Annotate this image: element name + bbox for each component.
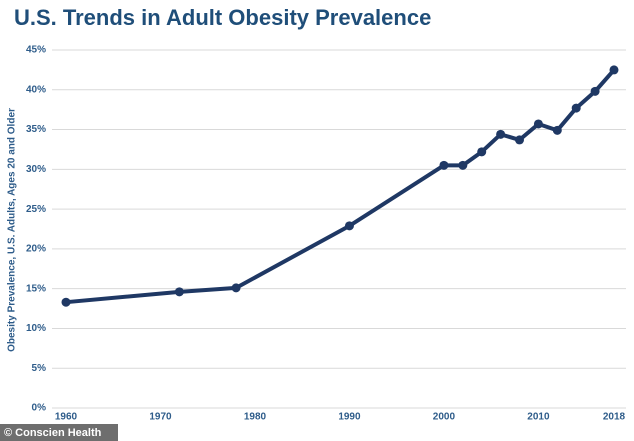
y-tick-label: 25% bbox=[26, 204, 46, 215]
point bbox=[231, 283, 241, 293]
watermark-bg bbox=[0, 424, 118, 441]
point bbox=[458, 160, 468, 170]
y-tick-label: 5% bbox=[32, 363, 47, 374]
point bbox=[174, 287, 184, 297]
x-tick-label: 1970 bbox=[149, 412, 172, 423]
point bbox=[590, 86, 600, 96]
x-tick-label: 1960 bbox=[55, 412, 78, 423]
point bbox=[61, 297, 71, 307]
y-tick-label: 35% bbox=[26, 124, 46, 135]
x-tick-label: 2000 bbox=[433, 412, 456, 423]
x-tick-label: 2018 bbox=[603, 412, 626, 423]
y-tick-label: 45% bbox=[26, 45, 46, 56]
point bbox=[552, 125, 562, 135]
point bbox=[439, 160, 449, 170]
y-tick-label: 15% bbox=[26, 283, 46, 294]
y-axis-label: Obesity Prevalence, U.S. Adults, Ages 20… bbox=[7, 108, 18, 352]
point bbox=[609, 65, 619, 75]
watermark: © Conscien Health bbox=[4, 427, 102, 439]
y-tick-label: 20% bbox=[26, 244, 46, 255]
x-tick-label: 2010 bbox=[527, 412, 550, 423]
y-tick-label: 0% bbox=[32, 403, 47, 414]
point bbox=[344, 221, 354, 231]
y-tick-label: 30% bbox=[26, 164, 46, 175]
y-tick-label: 10% bbox=[26, 323, 46, 334]
x-tick-label: 1980 bbox=[244, 412, 267, 423]
point bbox=[477, 147, 487, 157]
chart-title: U.S. Trends in Adult Obesity Prevalence bbox=[14, 5, 431, 30]
point bbox=[496, 129, 506, 139]
point bbox=[533, 119, 543, 129]
point bbox=[515, 135, 525, 145]
point bbox=[571, 103, 581, 113]
x-tick-label: 1990 bbox=[338, 412, 361, 423]
line bbox=[65, 68, 616, 305]
y-tick-label: 40% bbox=[26, 84, 46, 95]
